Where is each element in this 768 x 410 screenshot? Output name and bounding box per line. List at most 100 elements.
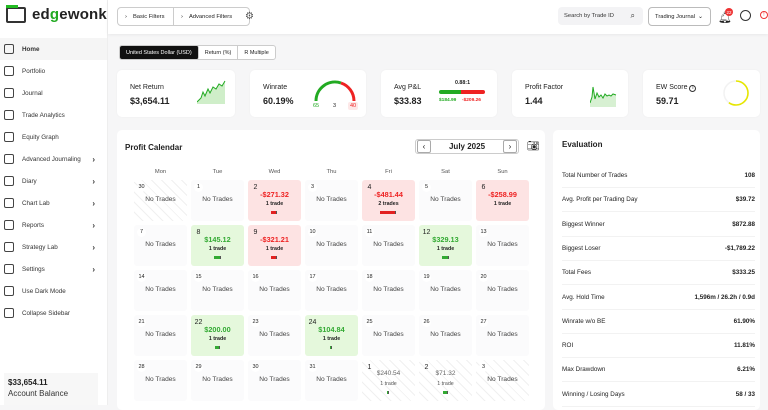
calendar-day-cell[interactable]: 2 -$271.32 1 trade — [248, 180, 301, 221]
no-trades-label: No Trades — [316, 241, 347, 248]
evaluation-value: $872.88 — [732, 220, 755, 228]
calendar-day-cell[interactable]: 28 No Trades — [134, 360, 187, 401]
basic-filters-button[interactable]: › Basic Filters — [118, 8, 174, 25]
day-number: 22 — [194, 319, 203, 326]
day-number: 16 — [251, 273, 260, 282]
calendar-day-cell[interactable]: 31 No Trades — [305, 360, 358, 401]
user-icon[interactable] — [740, 10, 751, 21]
calendar-day-cell[interactable]: 27 No Trades — [476, 315, 529, 356]
calendar-day-cell[interactable]: 2 $71.32 1 trade — [419, 360, 472, 401]
calendar-day-cell[interactable]: 19 No Trades — [419, 270, 472, 311]
calendar-day-cell[interactable]: 25 No Trades — [362, 315, 415, 356]
logo-icon — [6, 4, 26, 23]
sidebar-item-collapse-sidebar[interactable]: Collapse Sidebar — [0, 302, 107, 324]
calendar-day-cell[interactable]: 24 $104.84 1 trade — [305, 315, 358, 356]
next-month-button[interactable]: › — [503, 140, 517, 153]
no-trades-label: No Trades — [202, 376, 233, 383]
sidebar-item-strategy-lab[interactable]: Strategy Lab › — [0, 236, 107, 258]
calendar-day-cell[interactable]: 20 No Trades — [476, 270, 529, 311]
day-number: 14 — [137, 273, 146, 282]
portfolio-icon — [4, 66, 14, 76]
day-pnl: $104.84 — [318, 325, 345, 334]
calendar-day-cell[interactable]: 1 No Trades — [191, 180, 244, 221]
calendar-day-cell[interactable]: 14 No Trades — [134, 270, 187, 311]
sidebar-item-journal[interactable]: Journal — [0, 82, 107, 104]
calendar-day-cell[interactable]: 6 -$258.99 1 trade — [476, 180, 529, 221]
evaluation-title: Evaluation — [562, 140, 603, 149]
card-label: Profit Factor — [525, 84, 564, 91]
calendar-day-cell[interactable]: 10 No Trades — [305, 225, 358, 266]
calendar-day-cell[interactable]: 15 No Trades — [191, 270, 244, 311]
toggle-r-multiple[interactable]: R Multiple — [244, 49, 269, 56]
day-pnl: $71.32 — [435, 370, 456, 377]
toggle-usd[interactable]: United States Dollar (USD) — [120, 46, 199, 59]
sidebar-item-use-dark-mode[interactable]: Use Dark Mode — [0, 280, 107, 302]
edgewonk-logo[interactable]: edgewonk — [6, 4, 107, 23]
calendar-day-cell[interactable]: 3 No Trades — [305, 180, 358, 221]
evaluation-row: Max Drawdown 6.21% — [562, 358, 755, 383]
sidebar-item-home[interactable]: Home — [0, 38, 107, 60]
calendar-day-cell[interactable]: 18 No Trades — [362, 270, 415, 311]
chevron-right-icon: › — [181, 13, 183, 20]
calendar-day-cell[interactable]: 9 -$321.21 1 trade — [248, 225, 301, 266]
sidebar-item-reports[interactable]: Reports › — [0, 214, 107, 236]
calendar-day-cell[interactable]: 13 No Trades — [476, 225, 529, 266]
trade-count: 1 trade — [493, 201, 512, 207]
calendar-day-cell[interactable]: 17 No Trades — [305, 270, 358, 311]
chevron-right-icon: › — [92, 198, 95, 208]
chevron-down-icon: ⌄ — [697, 14, 703, 20]
search-icon[interactable]: ⌕ — [630, 11, 635, 20]
account-balance: $33,654.11 Account Balance — [4, 373, 98, 405]
calendar-day-cell[interactable]: 22 $200.00 1 trade — [191, 315, 244, 356]
sidebar-item-chart-lab[interactable]: Chart Lab › — [0, 192, 107, 214]
calendar-day-cell[interactable]: 4 -$481.44 2 trades — [362, 180, 415, 221]
sidebar-item-diary[interactable]: Diary › — [0, 170, 107, 192]
calendar-day-cell[interactable]: 30 No Trades — [248, 360, 301, 401]
prev-month-button[interactable]: ‹ — [417, 140, 431, 153]
day-number: 21 — [137, 318, 146, 327]
toggle-return-percent[interactable]: Return (%) — [199, 46, 239, 59]
line-chart-icon — [4, 132, 14, 142]
no-trades-label: No Trades — [202, 196, 233, 203]
calendar-day-cell[interactable]: 3 No Trades — [476, 360, 529, 401]
no-trades-label: No Trades — [259, 376, 290, 383]
calendar-day-cell[interactable]: 30 No Trades — [134, 180, 187, 221]
calendar-day-cell[interactable]: 1 $240.54 1 trade — [362, 360, 415, 401]
evaluation-value: 58 / 33 — [735, 390, 755, 398]
profit-factor-sparkline — [590, 86, 617, 107]
pnl-bar — [271, 211, 277, 214]
calendar-day-cell[interactable]: 21 No Trades — [134, 315, 187, 356]
pnl-bar — [214, 346, 220, 349]
weekday-header: Tue — [212, 169, 223, 175]
evaluation-label: ROI — [562, 342, 574, 350]
calendar-day-cell[interactable]: 16 No Trades — [248, 270, 301, 311]
sidebar-item-label: Collapse Sidebar — [22, 309, 70, 317]
alert-icon[interactable]: ! — [760, 11, 768, 19]
advanced-filters-button[interactable]: › Advanced Filters — [174, 8, 232, 25]
info-icon[interactable]: i — [689, 85, 697, 92]
calendar-day-cell[interactable]: 7 No Trades — [134, 225, 187, 266]
net-return-card: Net Return $3,654.11 — [117, 70, 235, 117]
evaluation-value: 1,596m / 26.2h / 0.9d — [694, 293, 755, 301]
day-number: 26 — [422, 318, 431, 327]
sidebar-item-portfolio[interactable]: Portfolio — [0, 60, 107, 82]
sidebar-item-settings[interactable]: Settings › — [0, 258, 107, 280]
calendar-day-cell[interactable]: 11 No Trades — [362, 225, 415, 266]
calendar-day-cell[interactable]: 23 No Trades — [248, 315, 301, 356]
no-trades-label: No Trades — [373, 331, 404, 338]
calendar-day-cell[interactable]: 29 No Trades — [191, 360, 244, 401]
trade-id-search-input[interactable]: Search by Trade ID ⌕ — [558, 7, 643, 25]
camera-icon[interactable]: 📷︎ — [527, 141, 540, 152]
calendar-day-cell[interactable]: 26 No Trades — [419, 315, 472, 356]
evaluation-row: Winning / Losing Days 58 / 33 — [562, 383, 755, 407]
sidebar-item-equity-graph[interactable]: Equity Graph — [0, 126, 107, 148]
calendar-day-cell[interactable]: 8 $145.12 1 trade — [191, 225, 244, 266]
sidebar-item-trade-analytics[interactable]: Trade Analytics — [0, 104, 107, 126]
trade-count: 2 trades — [378, 201, 399, 207]
calendar-day-cell[interactable]: 5 No Trades — [419, 180, 472, 221]
filter-settings-gear-icon[interactable]: ⚙ — [245, 11, 254, 22]
sidebar-item-advanced-journaling[interactable]: Advanced Journaling › — [0, 148, 107, 170]
journal-select[interactable]: Trading Journal ⌄ — [648, 7, 711, 26]
calendar-day-cell[interactable]: 12 $329.13 1 trade — [419, 225, 472, 266]
current-month: July 2025 — [448, 142, 486, 151]
